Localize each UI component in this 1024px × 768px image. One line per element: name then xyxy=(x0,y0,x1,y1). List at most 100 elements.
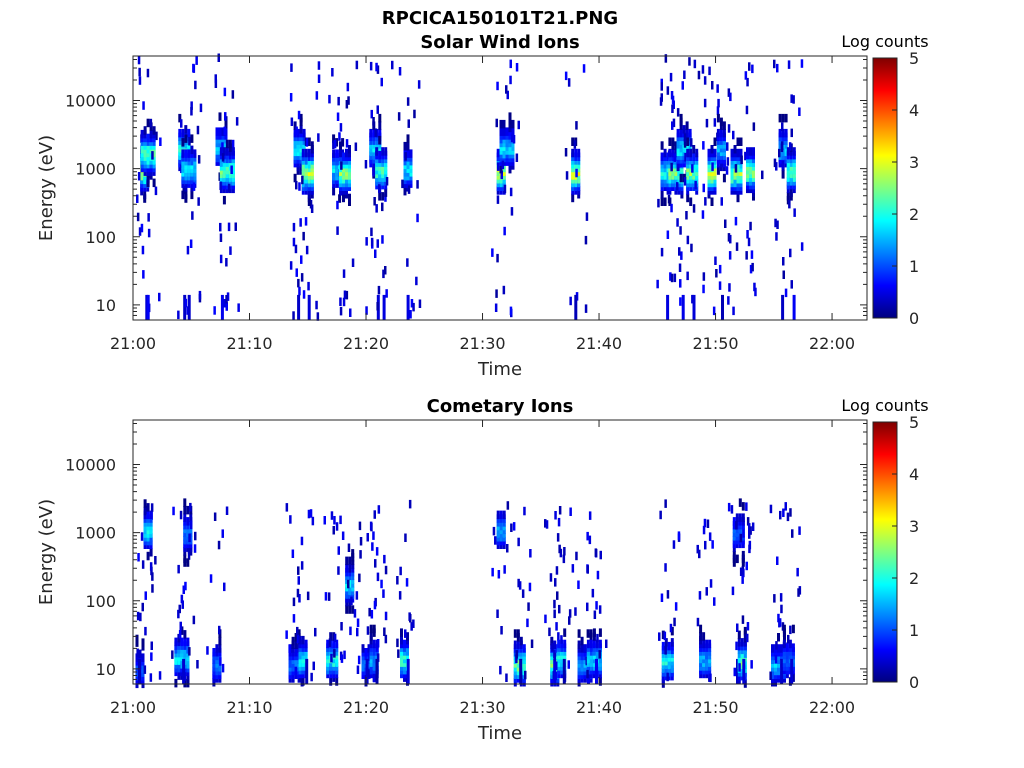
spectrogram-cell xyxy=(221,127,225,136)
spectrogram-cell xyxy=(776,556,779,565)
spectrogram-cell xyxy=(686,193,690,203)
spectrogram-cell xyxy=(666,590,670,599)
spectrogram-cell xyxy=(384,565,388,575)
spectrogram-cell xyxy=(790,94,793,103)
spectrogram-cell xyxy=(797,588,800,597)
spectrogram-cell xyxy=(555,622,558,631)
spectrogram-cell xyxy=(384,611,388,621)
spectrogram-cell xyxy=(557,632,560,641)
spectrogram-cell xyxy=(341,138,345,147)
spectrogram-cell xyxy=(186,505,190,515)
spectrogram-cell xyxy=(736,623,739,632)
spectrogram-cell xyxy=(221,142,224,151)
spectrogram-cell xyxy=(311,516,315,526)
spectrogram-cell xyxy=(159,137,162,146)
spectrogram-cell xyxy=(305,245,309,255)
spectrogram-cell xyxy=(332,134,336,143)
spectrogram-cell xyxy=(225,258,228,267)
spectrogram-cell xyxy=(158,292,161,302)
spectrogram-cell xyxy=(499,665,502,675)
spectrogram-cell xyxy=(738,513,742,522)
spectrogram-cell xyxy=(346,82,350,92)
spectrogram-cell xyxy=(187,128,191,138)
spectrogram-cell xyxy=(732,130,735,140)
spectrogram-cell xyxy=(672,118,676,128)
spectrogram-cell xyxy=(409,310,412,319)
spectrogram-cell xyxy=(329,632,333,641)
spectrogram-cell xyxy=(332,149,336,158)
spectrogram-cell xyxy=(781,122,784,131)
spectrogram-cell xyxy=(407,119,410,128)
spectrogram-cell xyxy=(357,655,361,665)
spectrogram-cell xyxy=(345,148,348,158)
spectrogram-cell xyxy=(183,294,187,320)
spectrogram-cell xyxy=(577,629,581,638)
spectrogram-cell xyxy=(683,70,686,79)
spectrogram-cell xyxy=(584,235,588,245)
spectrogram-cell xyxy=(564,71,568,81)
spectrogram-cell xyxy=(727,124,731,133)
spectrogram-cell xyxy=(195,56,198,65)
spectrogram-cell xyxy=(146,510,150,520)
spectrogram-cell xyxy=(376,653,380,662)
spectrogram-cell xyxy=(683,177,687,186)
spectrogram-cell xyxy=(345,556,349,566)
spectrogram-cell xyxy=(776,63,779,73)
spectrogram-cell xyxy=(784,113,788,123)
spectrogram-cell xyxy=(152,178,156,188)
spectrogram-cell xyxy=(138,67,141,77)
spectrogram-cell xyxy=(749,147,752,156)
spectrogram-cell xyxy=(788,199,791,209)
spectrogram-cell xyxy=(218,644,222,653)
spectrogram-cell xyxy=(522,644,526,653)
spectrogram-cell xyxy=(676,218,679,227)
spectrogram-cell xyxy=(354,142,358,151)
spectrogram-cell xyxy=(676,128,680,138)
spectrogram-cell xyxy=(405,578,409,587)
spectrogram-cell xyxy=(342,193,345,203)
spectrogram-cell xyxy=(372,531,375,540)
spectrogram-cell xyxy=(782,257,785,266)
spectrogram-cell xyxy=(345,139,349,148)
spectrogram-cell xyxy=(416,180,419,189)
spectrogram-cell xyxy=(594,548,598,557)
spectrogram-cell xyxy=(231,90,235,99)
spectrogram-cell xyxy=(510,207,514,216)
spectrogram-cell xyxy=(492,526,496,536)
spectrogram-cell xyxy=(332,186,336,196)
spectrogram-cell xyxy=(339,141,342,150)
spectrogram-cell xyxy=(673,273,677,283)
spectrogram-cell xyxy=(702,525,706,535)
spectrogram-cell xyxy=(585,212,589,221)
spectrogram-cell xyxy=(317,133,320,142)
spectrogram-cell xyxy=(370,109,373,119)
spectrogram-cell xyxy=(789,625,792,635)
spectrogram-cell xyxy=(349,308,352,317)
spectrogram-cell xyxy=(494,303,498,312)
spectrogram-cell xyxy=(218,127,222,136)
spectrogram-cell xyxy=(296,588,300,598)
spectrogram-cell xyxy=(732,550,736,560)
spectrogram-cell xyxy=(671,104,674,113)
spectrogram-cell xyxy=(155,131,158,141)
spectrogram-cell xyxy=(595,658,598,684)
spectrogram-cell xyxy=(505,85,508,94)
spectrogram-cell xyxy=(761,170,764,180)
spectrogram-cell xyxy=(746,622,750,631)
spectrogram-cell xyxy=(408,499,412,509)
spectrogram-cell xyxy=(293,173,297,183)
spectrogram-cell xyxy=(146,174,150,184)
spectrogram-cell xyxy=(673,617,676,627)
spectrogram-cell xyxy=(375,658,379,684)
spectrogram-cell xyxy=(370,610,374,619)
spectrogram-cell xyxy=(571,137,575,146)
spectrogram-cell xyxy=(385,177,389,186)
spectrogram-cell xyxy=(323,516,326,525)
spectrogram-cell xyxy=(736,658,739,684)
spectrogram-cell xyxy=(798,526,801,535)
spectrogram-cell xyxy=(373,510,376,519)
spectrogram-cell xyxy=(351,258,355,267)
spectrogram-cell xyxy=(586,669,589,679)
spectrogram-cell xyxy=(659,510,662,520)
spectrogram-cell xyxy=(196,660,199,669)
